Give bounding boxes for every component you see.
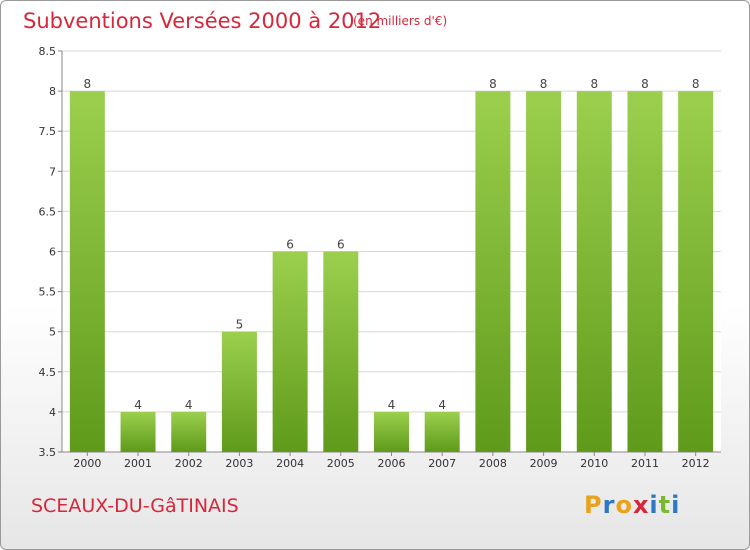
x-tick-label-2008: 2008	[479, 457, 507, 470]
y-tick-label: 8.5	[39, 45, 57, 58]
value-label-2012: 8	[692, 77, 700, 91]
y-tick-label: 5.5	[39, 286, 57, 299]
value-label-2006: 4	[388, 398, 396, 412]
value-label-2004: 6	[286, 238, 294, 252]
bar-2009	[526, 91, 562, 452]
bar-2006	[374, 411, 409, 452]
bar-2004	[272, 251, 308, 452]
value-label-2011: 8	[641, 77, 649, 91]
y-tick-label: 8	[49, 85, 56, 98]
value-label-2001: 4	[134, 398, 142, 412]
bar-2001	[120, 411, 156, 452]
x-tick-label-2009: 2009	[530, 457, 558, 470]
x-tick-label-2003: 2003	[225, 457, 253, 470]
x-tick-label-2007: 2007	[428, 457, 456, 470]
x-tick-label-2004: 2004	[276, 457, 304, 470]
x-tick-label-2010: 2010	[580, 457, 608, 470]
x-tick-label-2005: 2005	[327, 457, 355, 470]
bar-2002	[171, 411, 207, 452]
y-tick-label: 5	[49, 326, 56, 339]
chart-title: Subventions Versées 2000 à 2012	[23, 9, 382, 33]
logo-letter: P	[584, 491, 603, 519]
commune-name: SCEAUX-DU-GâTINAIS	[31, 495, 239, 517]
bar-2010	[576, 91, 612, 452]
logo-letter: t	[658, 491, 672, 519]
bar-2003	[221, 331, 257, 452]
bar-2005	[323, 251, 359, 452]
bar-2008	[475, 91, 511, 452]
y-tick-label: 6	[49, 246, 56, 259]
chart-subtitle: (en milliers d'€)	[353, 14, 448, 28]
y-tick-label: 7	[49, 165, 56, 178]
value-label-2007: 4	[438, 398, 446, 412]
x-tick-label-2001: 2001	[124, 457, 152, 470]
bar-2012	[678, 91, 714, 452]
x-tick-label-2011: 2011	[631, 457, 659, 470]
y-tick-label: 7.5	[39, 125, 57, 138]
x-tick-label-2000: 2000	[73, 457, 101, 470]
value-label-2002: 4	[185, 398, 193, 412]
logo-letter: x	[632, 491, 650, 519]
value-label-2009: 8	[540, 77, 548, 91]
y-tick-label: 6.5	[39, 205, 57, 218]
logo-letter: i	[671, 491, 681, 519]
value-label-2000: 8	[84, 77, 92, 91]
value-label-2008: 8	[489, 77, 497, 91]
logo-letter: r	[602, 491, 616, 519]
value-label-2003: 5	[236, 318, 244, 332]
x-tick-label-2002: 2002	[175, 457, 203, 470]
y-tick-label: 3.5	[39, 446, 57, 459]
bar-2007	[424, 411, 460, 452]
value-label-2010: 8	[590, 77, 598, 91]
logo-letter: i	[649, 491, 659, 519]
x-tick-label-2006: 2006	[378, 457, 406, 470]
bar-2011	[627, 91, 663, 452]
bar-2000	[69, 91, 105, 452]
value-label-2005: 6	[337, 238, 345, 252]
x-tick-label-2012: 2012	[682, 457, 710, 470]
y-tick-label: 4	[49, 406, 56, 419]
proxiti-logo: Proxiti	[584, 491, 680, 519]
labels: 3.5 4 4.5 5 5.5 6 6.5 7 7.5 8 8.5 8 2000 4 2001 4 2002 5 2…	[39, 45, 710, 470]
grid-lines	[62, 50, 721, 453]
bars	[69, 91, 714, 452]
logo-letter: o	[615, 491, 633, 519]
y-tick-label: 4.5	[39, 366, 57, 379]
